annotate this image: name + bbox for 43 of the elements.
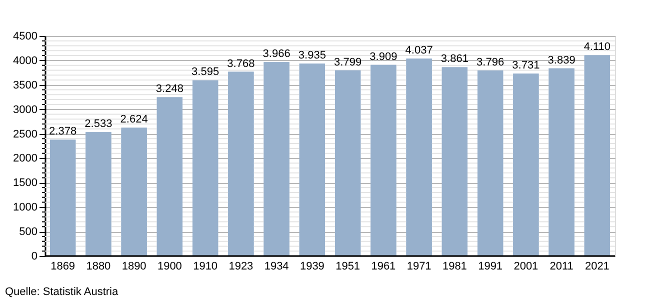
y-tick-label: 2000 <box>13 152 38 165</box>
data-label: 3.796 <box>476 56 504 68</box>
y-tick-label: 1000 <box>13 202 38 214</box>
x-tick-label: 1910 <box>193 260 218 272</box>
x-tick-label: 1971 <box>406 260 432 272</box>
data-label: 3.839 <box>548 54 576 66</box>
data-label: 3.909 <box>370 50 398 63</box>
y-tick-label: 0 <box>31 250 38 262</box>
y-tick-label: 1500 <box>13 177 38 190</box>
data-label: 3.768 <box>227 58 255 70</box>
y-tick-label: 4000 <box>13 54 38 67</box>
source-note: Quelle: Statistik Austria <box>5 286 119 298</box>
data-label: 3.248 <box>156 83 184 96</box>
y-tick-label: 3500 <box>13 79 38 92</box>
data-label: 3.861 <box>440 53 468 66</box>
y-tick-label: 4500 <box>13 30 38 42</box>
x-tick-label: 2011 <box>550 260 574 272</box>
x-tick-label: 1923 <box>228 260 254 272</box>
x-tick-label: 1951 <box>336 260 360 272</box>
x-tick-label: 2001 <box>514 260 538 272</box>
data-label: 4.110 <box>584 41 611 54</box>
x-tick-label: 1890 <box>122 260 146 272</box>
data-label: 4.037 <box>405 44 433 57</box>
data-label: 2.533 <box>84 118 112 130</box>
x-tick-label: 1934 <box>264 260 289 272</box>
data-label: 3.966 <box>262 48 290 60</box>
x-tick-label: 1880 <box>86 260 111 272</box>
data-label: 2.378 <box>49 126 77 138</box>
y-tick-label: 2500 <box>13 128 38 140</box>
x-tick-label: 1939 <box>300 260 324 272</box>
data-label: 3.799 <box>334 56 362 68</box>
data-label: 3.935 <box>298 50 326 62</box>
data-label: 3.595 <box>192 66 220 78</box>
data-label: 2.624 <box>120 114 148 126</box>
y-tick-label: 3000 <box>13 104 38 116</box>
x-tick-label: 2021 <box>584 260 610 272</box>
x-tick-label: 1961 <box>371 260 396 272</box>
x-tick-label: 1869 <box>50 260 76 272</box>
x-tick-label: 1900 <box>157 260 182 272</box>
x-tick-label: 1991 <box>478 260 503 272</box>
y-tick-label: 500 <box>19 226 38 238</box>
data-label: 3.731 <box>512 60 540 72</box>
x-tick-label: 1981 <box>442 260 467 272</box>
